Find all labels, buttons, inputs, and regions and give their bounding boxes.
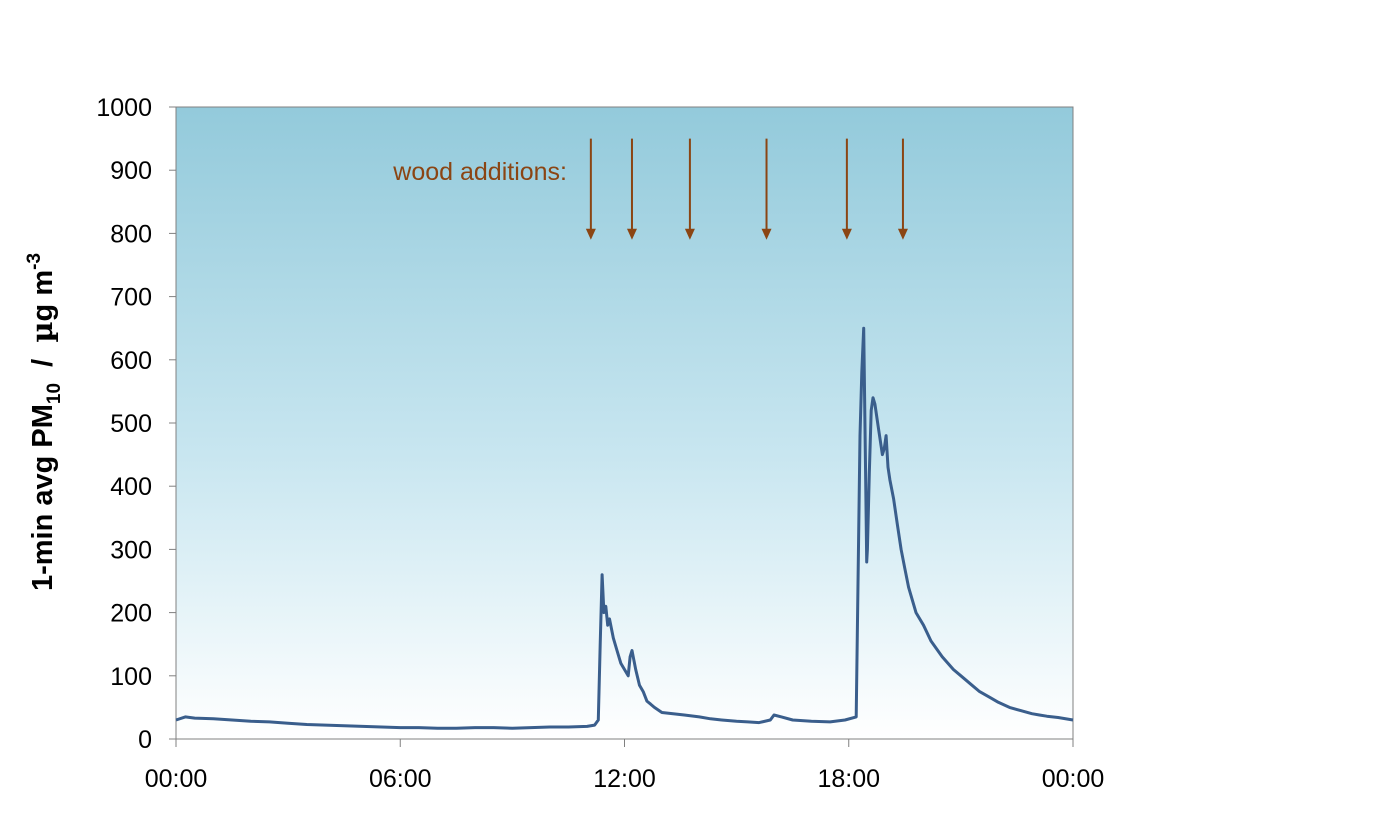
wood-addition-arrow	[841, 138, 852, 240]
y-axis-title-main: 1-min avg PM	[27, 404, 59, 591]
pm10-series-line	[175, 326, 1074, 730]
wood-addition-arrow	[684, 138, 695, 240]
wood-additions-label: wood additions:	[392, 158, 567, 186]
wood-addition-arrow	[626, 138, 637, 240]
x-tick-label: 18:00	[817, 765, 880, 793]
y-tick-label: 700	[110, 284, 152, 312]
wood-addition-arrow	[585, 138, 596, 240]
y-axis-title-unit: g m	[27, 270, 59, 322]
x-tick-label: 06:00	[369, 765, 432, 793]
y-tick-label: 400	[110, 473, 152, 501]
wood-addition-arrow	[897, 138, 908, 240]
x-axis: 00:00 06:00 12:00 18:00 00:00	[145, 738, 1105, 793]
y-tick-label: 600	[110, 347, 152, 375]
plot-area	[175, 106, 1074, 740]
y-tick-label: 100	[110, 663, 152, 691]
y-tick-label: 1000	[96, 94, 152, 122]
y-tick-label: 800	[110, 220, 152, 248]
x-tick-label: 12:00	[593, 765, 656, 793]
y-axis-title-separator: /	[27, 343, 59, 383]
series-layer	[175, 326, 1074, 730]
y-tick-label: 500	[110, 410, 152, 438]
y-tick-label: 200	[110, 600, 152, 628]
x-tick-label: 00:00	[1042, 765, 1105, 793]
y-axis-title-subscript: 10	[44, 383, 65, 404]
y-axis: 0 100 200 300 400 500 600 700 800 900 1000	[96, 94, 177, 754]
wood-addition-arrow	[761, 138, 772, 240]
y-axis-title: 1-min avg PM10 / µg m-3	[24, 253, 65, 591]
annotation-layer: wood additions:	[392, 138, 908, 240]
x-tick-label: 00:00	[145, 765, 208, 793]
y-tick-label: 300	[110, 536, 152, 564]
y-tick-label: 900	[110, 157, 152, 185]
y-axis-title-mu: µ	[25, 321, 59, 342]
y-tick-label: 0	[138, 726, 152, 754]
y-axis-title-superscript: -3	[24, 253, 45, 270]
